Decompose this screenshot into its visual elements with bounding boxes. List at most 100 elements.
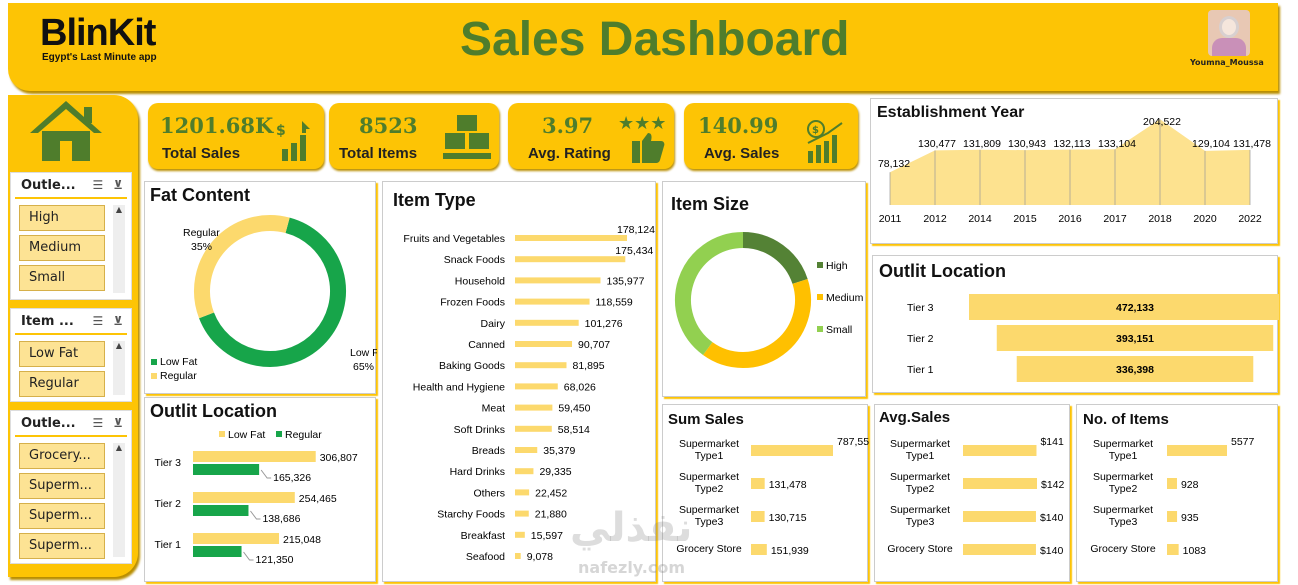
category-label: Others [473, 487, 505, 499]
data-label: 131,809 [963, 138, 1001, 150]
data-label: 118,559 [596, 297, 633, 309]
fat-content-chart: Low Fat 65% Regular 35% Low Fat Regular [151, 215, 377, 382]
bar [1167, 544, 1179, 555]
legend-label: Regular [285, 429, 322, 441]
category-label: Tier 1 [907, 364, 934, 376]
rating-stars-icon: ★★★ [618, 113, 666, 163]
legend-label: High [826, 260, 848, 272]
slicer-header: Item ... ☰ ⊻ [15, 309, 127, 335]
data-label: 68,026 [564, 381, 596, 393]
sum-sales-chart: SupermarketType1787,550SupermarketType21… [676, 436, 869, 557]
data-label: 121,350 [256, 554, 294, 566]
legend-swatch [276, 431, 282, 437]
bar [1167, 445, 1227, 456]
legend-label: Low Fat [228, 429, 265, 441]
slicer-item[interactable]: Superm... [19, 473, 105, 499]
clear-filter-icon[interactable]: ⊻ [113, 416, 123, 430]
data-label: 138,686 [262, 513, 300, 525]
slicer-scrollbar[interactable]: ▲ [113, 341, 125, 395]
bar [515, 383, 558, 390]
leader-line [243, 551, 254, 561]
slicer-item[interactable]: Medium [19, 235, 105, 261]
bar [515, 362, 567, 369]
category-label: Supermarket [679, 504, 739, 516]
data-label: 22,452 [535, 487, 567, 499]
slicer-item[interactable]: Grocery... [19, 443, 105, 469]
watermark-url: nafezly.com [578, 558, 685, 577]
slicer-scrollbar[interactable]: ▲ [113, 443, 125, 557]
slicer-item[interactable]: Superm... [19, 503, 105, 529]
data-label: $140 [1040, 512, 1064, 524]
category-label: Supermarket [890, 504, 950, 516]
bar [1167, 511, 1178, 522]
bar [515, 277, 601, 284]
data-label: $141 [1040, 436, 1064, 448]
clear-filter-icon[interactable]: ⊻ [113, 178, 123, 192]
tick-label: 2014 [968, 213, 992, 225]
legend-swatch [151, 359, 157, 365]
data-label: $142 [1041, 479, 1065, 491]
size-slice [742, 232, 808, 285]
category-label: Type3 [1109, 516, 1138, 528]
item-size-panel: Item Size High Medium Small [662, 181, 866, 397]
multi-select-icon[interactable]: ☰ [92, 314, 104, 328]
tick-label: 2022 [1238, 213, 1262, 225]
slicer-title: Item ... [21, 313, 74, 329]
chart-title: Outlit Location [879, 261, 1006, 281]
slice-label: Low Fat [350, 347, 377, 359]
chart-title: Avg.Sales [879, 409, 951, 426]
slicer-item[interactable]: Small [19, 265, 105, 291]
category-label: Health and Hygiene [413, 381, 505, 393]
chart-title: Item Type [393, 190, 476, 210]
category-label: Supermarket [1093, 471, 1153, 483]
category-label: Type2 [1109, 483, 1138, 495]
slicer-item[interactable]: Superm... [19, 533, 105, 559]
legend-label: Low Fat [160, 356, 197, 368]
category-label: Tier 2 [907, 333, 934, 345]
multi-select-icon[interactable]: ☰ [92, 178, 104, 192]
size-slice [703, 278, 811, 368]
category-label: Type3 [695, 516, 724, 528]
category-label: Hard Drinks [450, 466, 505, 478]
user-name: Youmna_Moussa [1190, 58, 1264, 67]
kpi-value: 3.97 [542, 113, 594, 138]
category-label: Tier 1 [155, 539, 182, 551]
data-label: 1083 [1183, 545, 1207, 557]
establishment-year-panel: Establishment Year 2011 78,132 2012 130,477… [870, 98, 1278, 244]
chart-title: Fat Content [150, 185, 250, 205]
data-label: 130,715 [769, 512, 807, 524]
kpi-label: Avg. Sales [704, 145, 780, 162]
category-label: Grocery Store [1090, 543, 1156, 555]
slicer-1: Outle... ☰ ⊻ High Medium Small ▲ [10, 172, 132, 300]
category-label: Frozen Foods [440, 297, 505, 309]
bar [751, 544, 767, 555]
slicer-3: Outle... ☰ ⊻ Grocery... Superm... Superm... Su… [10, 410, 132, 564]
clear-filter-icon[interactable]: ⊻ [113, 314, 123, 328]
kpi-total-items: 8523 Total Items [329, 103, 499, 169]
data-label: 336,398 [1116, 364, 1154, 376]
category-label: Dairy [480, 318, 505, 330]
slicer-title: Outle... [21, 415, 76, 431]
multi-select-icon[interactable]: ☰ [92, 416, 104, 430]
bar [515, 298, 590, 305]
bar [969, 294, 1279, 320]
slicer-item[interactable]: High [19, 205, 105, 231]
fat-slice [199, 217, 346, 367]
slice-pct: 35% [191, 241, 212, 253]
category-label: Starchy Foods [437, 509, 505, 521]
legend-label: Regular [160, 370, 197, 382]
home-icon[interactable] [28, 99, 104, 163]
slicer-item[interactable]: Regular [19, 371, 105, 397]
tick-label: 2020 [1193, 213, 1217, 225]
slicer-item[interactable]: Low Fat [19, 341, 105, 367]
bar [515, 468, 534, 475]
category-label: Supermarket [890, 438, 950, 450]
data-label: $140 [1040, 545, 1064, 557]
outlet-location-fat-panel: Outlit Location Low Fat Regular Tier 3 306,… [144, 397, 376, 582]
slicer-scrollbar[interactable]: ▲ [113, 205, 125, 293]
outlet-location-panel: Outlit Location Tier 3 472,133 Tier 2 393,1… [872, 255, 1279, 393]
category-label: Breakfast [461, 530, 505, 542]
bar [515, 510, 529, 517]
category-label: Type3 [906, 516, 935, 528]
bar [193, 546, 242, 557]
